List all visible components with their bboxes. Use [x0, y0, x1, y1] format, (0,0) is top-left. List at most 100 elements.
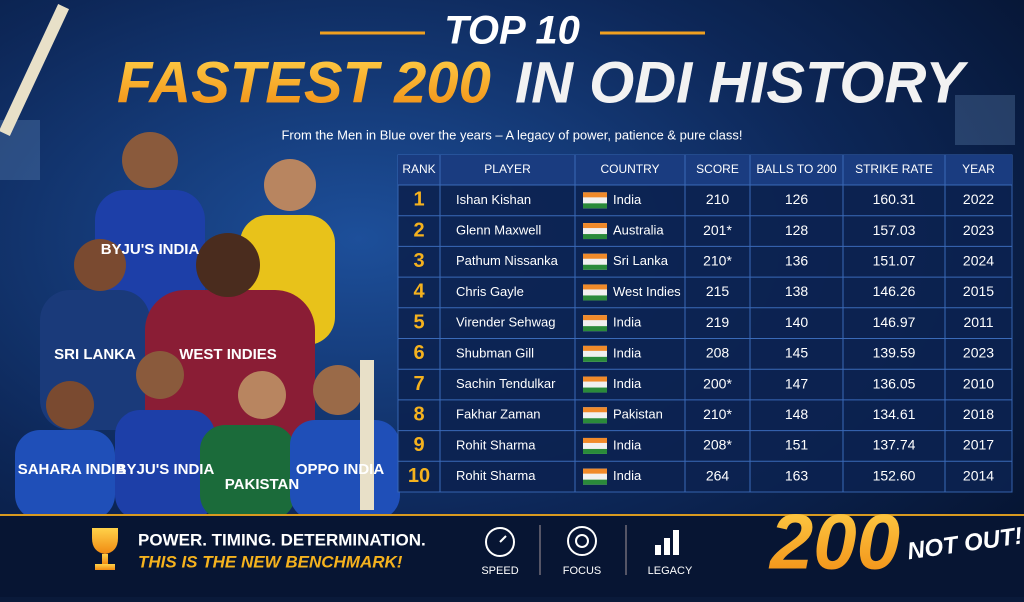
cell: 2023	[963, 222, 994, 238]
jersey-label: SAHARA INDIA	[18, 461, 127, 478]
feature-icons	[485, 525, 627, 575]
cell: 138	[785, 283, 809, 299]
cell: 2017	[963, 437, 994, 453]
cell: 2024	[963, 252, 994, 268]
tagline: POWER. TIMING. DETERMINATION.	[138, 530, 426, 549]
jersey-label: OPPO INDIA	[296, 461, 385, 478]
country: Pakistan	[613, 407, 663, 422]
cell: 151	[785, 437, 809, 453]
jersey-label: BYJU'S INDIA	[116, 461, 215, 478]
flag-band	[583, 448, 607, 454]
player: Shubman Gill	[456, 345, 534, 360]
cell: 163	[785, 467, 809, 483]
jersey-label: PAKISTAN	[225, 476, 299, 493]
flag-band	[583, 437, 607, 443]
flag-band	[583, 387, 607, 393]
flag-band	[583, 264, 607, 270]
rank: 10	[408, 465, 430, 487]
icon-label: FOCUS	[563, 565, 602, 577]
icon-label: LEGACY	[648, 565, 693, 577]
rank: 6	[413, 342, 424, 364]
cell: 139.59	[873, 345, 916, 361]
cell: 145	[785, 345, 809, 361]
cell: 208*	[703, 437, 732, 453]
cell: 215	[706, 283, 730, 299]
cell: 147	[785, 375, 809, 391]
cell: 2011	[963, 314, 993, 330]
cell: 2010	[963, 375, 994, 391]
player: Rohit Sharma	[456, 468, 536, 483]
cell: 146.97	[873, 314, 916, 330]
jersey-label: SRI LANKA	[54, 346, 136, 363]
flag-band	[583, 418, 607, 424]
player: Rohit Sharma	[456, 437, 536, 452]
legacy-icon	[655, 530, 679, 555]
trophy-icon	[92, 528, 118, 570]
benchmark: THIS IS THE NEW BENCHMARK!	[138, 552, 403, 571]
flag-band	[583, 315, 607, 321]
player: Virender Sehwag	[456, 315, 556, 330]
rank: 2	[413, 219, 424, 241]
cell: 200*	[703, 375, 732, 391]
flag-band	[583, 376, 607, 382]
country: India	[613, 437, 642, 452]
flag-band	[583, 468, 607, 474]
flag-band	[583, 356, 607, 362]
jersey-label: BYJU'S INDIA	[101, 241, 200, 258]
cell: 2015	[963, 283, 994, 299]
cell: 210*	[703, 252, 732, 268]
flag-band	[583, 345, 607, 351]
cell: 151.07	[873, 252, 916, 268]
rank: 4	[413, 281, 425, 303]
flag-band	[583, 407, 607, 413]
country: India	[613, 376, 642, 391]
flag-band	[583, 234, 607, 240]
column-header: BALLS TO 200	[756, 162, 837, 176]
country: West Indies	[613, 284, 681, 299]
flag-band	[583, 253, 607, 259]
subtitle: From the Men in Blue over the years – A …	[281, 127, 742, 142]
big-number: 200	[768, 498, 900, 586]
cell: 2023	[963, 345, 994, 361]
country: India	[613, 192, 642, 207]
cell: 137.74	[873, 437, 916, 453]
country: India	[613, 315, 642, 330]
cell: 210	[706, 191, 730, 207]
column-header: STRIKE RATE	[855, 162, 933, 176]
country: India	[613, 345, 642, 360]
cell: 210*	[703, 406, 732, 422]
cell: 140	[785, 314, 809, 330]
flag-band	[583, 284, 607, 290]
cell: 157.03	[873, 222, 916, 238]
flag-band	[583, 223, 607, 229]
jersey-labels: BYJU'S INDIA SRI LANKA WEST INDIES SAHARA I…	[18, 241, 385, 493]
footer-bg	[0, 515, 1024, 597]
flag-band	[583, 326, 607, 332]
cell: 136	[785, 252, 809, 268]
column-header: SCORE	[696, 162, 739, 176]
title-highlight: FASTEST 200	[117, 50, 491, 115]
flag-band	[583, 295, 607, 301]
player: Pathum Nissanka	[456, 253, 559, 268]
column-header: YEAR	[962, 162, 995, 176]
column-header: COUNTRY	[600, 162, 659, 176]
country: Australia	[613, 222, 664, 237]
players	[0, 4, 400, 520]
rank: 1	[413, 189, 424, 211]
cell: 2014	[963, 467, 994, 483]
table-header-bg	[398, 155, 1012, 185]
cell: 146.26	[873, 283, 916, 299]
kicker: TOP 10	[444, 9, 580, 53]
player: Fakhar Zaman	[456, 407, 541, 422]
rank: 9	[413, 434, 424, 456]
cell: 264	[706, 467, 730, 483]
player: Chris Gayle	[456, 284, 524, 299]
jersey-label: WEST INDIES	[179, 346, 277, 363]
table-bg	[397, 154, 1013, 493]
cell: 201*	[703, 222, 732, 238]
player: Glenn Maxwell	[456, 222, 541, 237]
rank: 7	[413, 373, 424, 395]
flag-band	[583, 192, 607, 198]
country: Sri Lanka	[613, 253, 669, 268]
